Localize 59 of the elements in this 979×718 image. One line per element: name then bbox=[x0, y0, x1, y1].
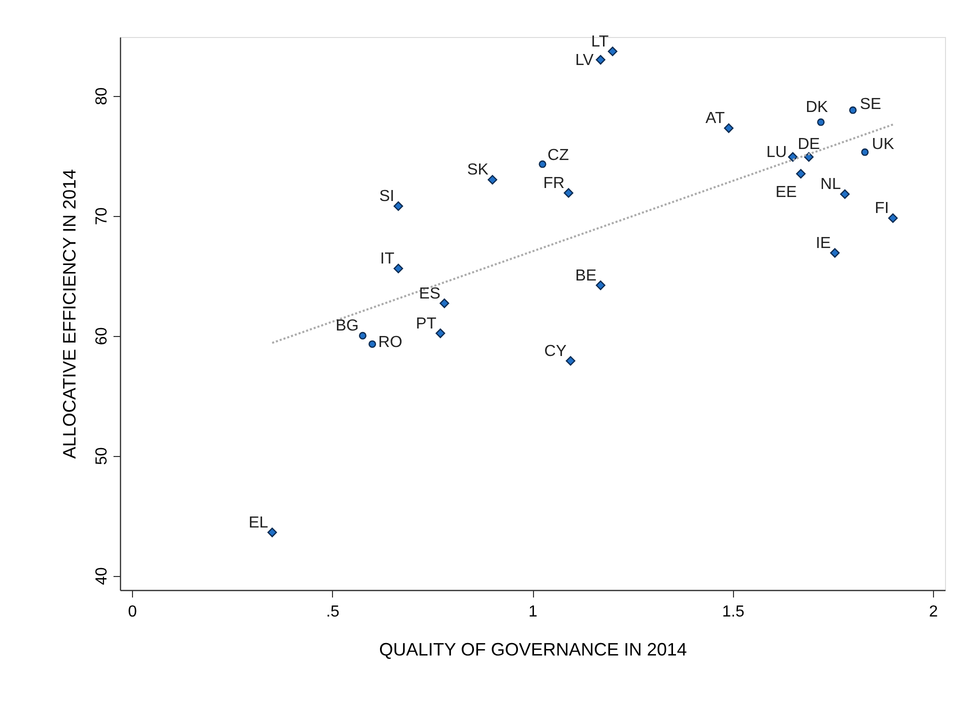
annotation: ES bbox=[419, 285, 440, 302]
point bbox=[796, 168, 806, 179]
point bbox=[394, 264, 404, 274]
point bbox=[788, 152, 798, 162]
point bbox=[608, 46, 618, 56]
point bbox=[440, 298, 450, 308]
annotation: PT bbox=[416, 315, 437, 332]
annotation: FR bbox=[543, 174, 565, 192]
point bbox=[861, 148, 869, 156]
y-tick-label: 70 bbox=[94, 207, 110, 226]
y-tick-label: 60 bbox=[94, 327, 110, 346]
annotation: SK bbox=[467, 162, 489, 179]
x-tick-label: .5 bbox=[326, 604, 340, 620]
annotation: DK bbox=[806, 99, 828, 116]
annotation: LV bbox=[575, 52, 594, 69]
annotation: EL bbox=[248, 514, 268, 532]
annotation: LU bbox=[766, 144, 787, 161]
annotation: AT bbox=[705, 110, 725, 128]
annotation: IT bbox=[380, 250, 395, 268]
point bbox=[394, 201, 404, 211]
x-tick-label: 1 bbox=[528, 604, 538, 620]
point bbox=[564, 188, 574, 198]
point bbox=[488, 174, 498, 185]
point bbox=[888, 213, 898, 223]
point bbox=[840, 189, 850, 199]
annotation: NL bbox=[820, 176, 841, 194]
point bbox=[849, 106, 857, 114]
point bbox=[566, 356, 576, 366]
y-axis-title: ALLOCATIVE EFFICIENCY IN 2014 bbox=[60, 169, 80, 459]
annotation: DE bbox=[798, 136, 820, 153]
annotation: LT bbox=[591, 33, 609, 50]
annotation: FI bbox=[874, 200, 889, 218]
point bbox=[596, 55, 606, 65]
annotation: EE bbox=[775, 184, 797, 201]
annotation: BG bbox=[336, 318, 359, 335]
y-tick-label: 50 bbox=[94, 447, 110, 466]
annotation: CZ bbox=[548, 147, 570, 164]
annotation: IE bbox=[816, 234, 831, 252]
annotation: SE bbox=[860, 96, 882, 114]
point bbox=[724, 123, 734, 133]
y-tick-label: 40 bbox=[94, 567, 110, 586]
point bbox=[596, 280, 606, 290]
point bbox=[817, 118, 825, 126]
annotation: SI bbox=[379, 188, 394, 206]
annotation: CY bbox=[544, 342, 567, 360]
annotation: UK bbox=[872, 136, 894, 154]
point bbox=[267, 528, 277, 538]
point bbox=[830, 248, 840, 258]
x-axis-title: QUALITY OF GOVERNANCE IN 2014 bbox=[379, 640, 687, 660]
point bbox=[436, 328, 446, 338]
x-tick-label: 2 bbox=[929, 604, 938, 620]
point bbox=[368, 340, 376, 348]
point bbox=[358, 332, 366, 340]
y-tick-label: 80 bbox=[94, 87, 110, 106]
x-tick-label: 0 bbox=[128, 604, 138, 620]
point bbox=[538, 160, 546, 168]
x-tick-label: 1.5 bbox=[722, 604, 744, 620]
annotation: BE bbox=[575, 267, 597, 284]
annotation: RO bbox=[378, 334, 402, 352]
